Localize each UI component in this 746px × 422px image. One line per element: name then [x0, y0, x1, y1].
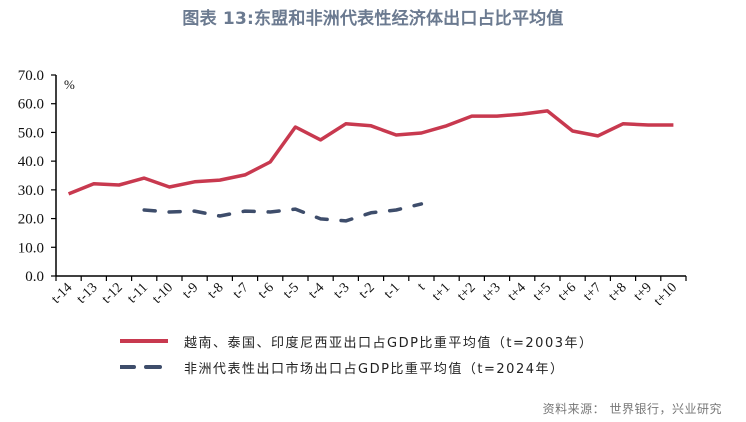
legend: 越南、泰国、印度尼西亚出口占GDP比重平均值（t=2003年） 非洲代表性出口市… [120, 328, 594, 380]
y-tick-label: 40.0 [18, 154, 44, 170]
x-tick-label: t-8 [205, 280, 227, 302]
x-tick-label: t+4 [505, 280, 529, 304]
x-tick-label: t-1 [381, 280, 403, 302]
x-tick-label: t-5 [281, 280, 303, 302]
x-tick-label: t-13 [74, 280, 101, 307]
x-tick-label: t+3 [480, 280, 504, 304]
legend-item-asean: 越南、泰国、印度尼西亚出口占GDP比重平均值（t=2003年） [120, 328, 594, 354]
legend-label-africa: 非洲代表性出口市场出口占GDP比重平均值（t=2024年） [184, 361, 565, 377]
x-tick-label: t-7 [230, 280, 252, 302]
legend-label-asean: 越南、泰国、印度尼西亚出口占GDP比重平均值（t=2003年） [184, 335, 594, 351]
y-tick-label: 70.0 [18, 68, 44, 84]
x-tick-label: t+1 [430, 280, 454, 304]
dashed-line-swatch-icon [120, 365, 170, 369]
y-unit-label: % [64, 77, 75, 92]
y-tick-label: 50.0 [18, 125, 44, 141]
source-note: 资料来源： 世界银行，兴业研究 [542, 402, 722, 416]
series-lines [67, 109, 674, 223]
chart-title: 图表 13:东盟和非洲代表性经济体出口占比平均值 [182, 9, 564, 29]
x-tick-label: t-4 [306, 280, 328, 302]
x-tick-label: t [415, 280, 428, 293]
series-line-africa [142, 202, 424, 223]
y-tick-label: 20.0 [18, 212, 44, 228]
y-tick-label: 30.0 [18, 183, 44, 199]
x-tick-label: t-3 [331, 280, 353, 302]
x-tick-label: t-10 [150, 280, 177, 307]
x-tick-label: t-14 [49, 280, 76, 307]
x-tick-label: t+10 [651, 280, 680, 309]
y-tick-label: 60.0 [18, 97, 44, 113]
x-tick-label: t-6 [255, 280, 277, 302]
x-tick-label: t-9 [180, 280, 202, 302]
solid-line-swatch-icon [120, 339, 168, 343]
x-tick-label: t+8 [606, 280, 630, 304]
x-tick-label: t-11 [125, 280, 151, 306]
x-tick-label: t-2 [356, 280, 378, 302]
axes: 0.0 10.0 20.0 30.0 40.0 50.0 60.0 70.0% t-14t-13… [18, 68, 687, 309]
y-tick-label: 0.0 [25, 269, 44, 285]
x-tick-label: t+2 [455, 280, 479, 304]
x-tick-label: t+7 [581, 280, 605, 304]
series-line-asean [67, 109, 674, 196]
x-tick-label: t+6 [556, 280, 580, 304]
x-tick-label: t+5 [530, 280, 554, 304]
line-chart: 0.0 10.0 20.0 30.0 40.0 50.0 60.0 70.0% t-14t-13… [18, 68, 687, 309]
x-tick-label: t+9 [631, 280, 655, 304]
x-tick-label: t-12 [99, 280, 126, 307]
legend-item-africa: 非洲代表性出口市场出口占GDP比重平均值（t=2024年） [120, 354, 594, 380]
y-tick-label: 10.0 [18, 240, 44, 256]
